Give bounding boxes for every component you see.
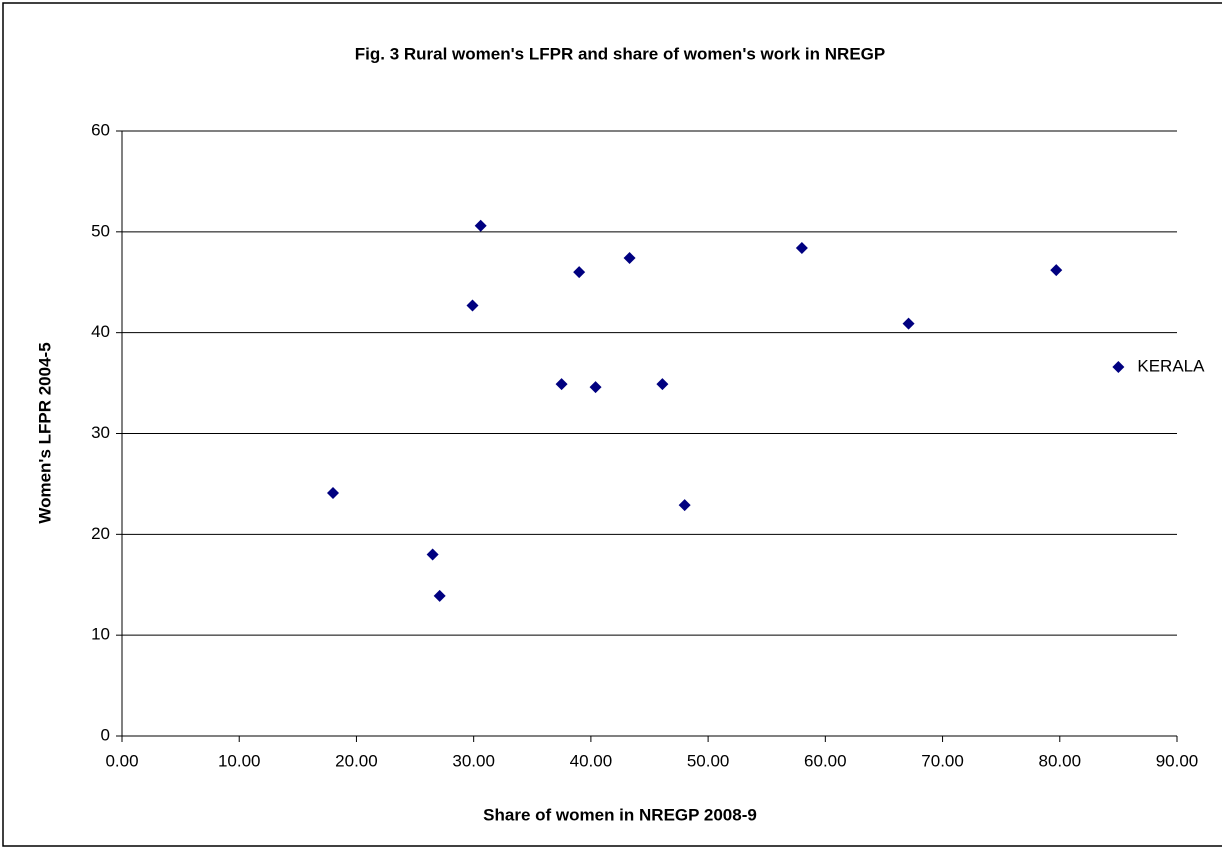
- x-tick-label: 30.00: [452, 751, 495, 770]
- x-tick-label: 70.00: [921, 751, 964, 770]
- point: [573, 266, 586, 279]
- x-tick-label: 20.00: [335, 751, 378, 770]
- point: [1050, 264, 1063, 277]
- point: [623, 252, 636, 265]
- y-axis-label: Women's LFPR 2004-5: [35, 342, 54, 523]
- chart-title: Fig. 3 Rural women's LFPR and share of w…: [355, 44, 885, 63]
- x-tick-label: 40.00: [570, 751, 613, 770]
- x-tick-label: 80.00: [1039, 751, 1082, 770]
- point: [555, 378, 568, 391]
- y-tick-label: 50: [91, 221, 110, 240]
- x-tick-label: 60.00: [804, 751, 847, 770]
- point: [433, 589, 446, 602]
- y-tick-label: 30: [91, 423, 110, 442]
- point-label: KERALA: [1137, 356, 1205, 375]
- x-tick-label: 50.00: [687, 751, 730, 770]
- x-tick-label: 90.00: [1156, 751, 1199, 770]
- y-tick-label: 20: [91, 524, 110, 543]
- point: [466, 299, 479, 312]
- point: [1112, 360, 1125, 373]
- point: [656, 378, 669, 391]
- x-tick-label: 0.00: [105, 751, 138, 770]
- point: [795, 241, 808, 254]
- point: [426, 548, 439, 561]
- point: [678, 499, 691, 512]
- x-axis-label: Share of women in NREGP 2008-9: [483, 805, 757, 824]
- x-tick-label: 10.00: [218, 751, 261, 770]
- y-tick-label: 0: [101, 725, 110, 744]
- point: [589, 381, 602, 394]
- y-tick-label: 10: [91, 625, 110, 644]
- point: [902, 317, 915, 330]
- point: [474, 219, 487, 232]
- y-tick-label: 40: [91, 322, 110, 341]
- point: [327, 486, 339, 499]
- y-tick-label: 60: [91, 120, 110, 139]
